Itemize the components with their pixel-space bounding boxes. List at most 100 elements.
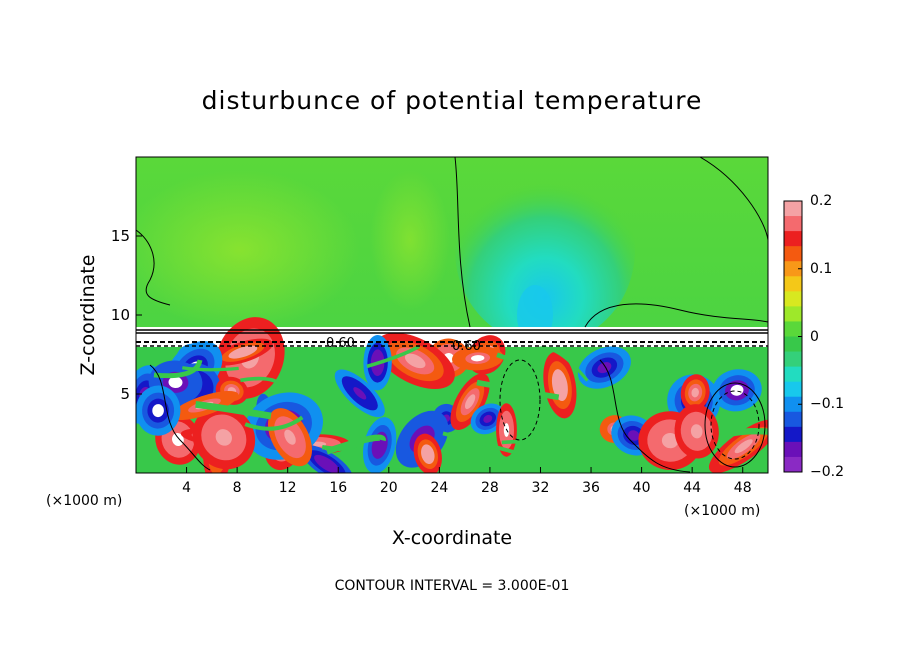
neutral-streak — [366, 344, 420, 369]
neutral-streak — [501, 439, 569, 452]
upper-warm-anomaly — [370, 170, 450, 310]
colorbar-tick-label: 0.2 — [810, 193, 833, 209]
y-axis-label: Z-coordinate — [77, 254, 99, 376]
x-tick-label: 12 — [278, 480, 297, 496]
colorbar-swatch — [784, 291, 802, 307]
neutral-streak — [195, 401, 272, 420]
eddy — [413, 433, 442, 473]
colorbar-swatch — [784, 366, 802, 383]
neutral-streak — [442, 431, 532, 459]
eddy-band — [319, 459, 334, 469]
eddy-band — [628, 430, 640, 441]
eddy — [334, 369, 385, 418]
colorbar-tick-label: 0 — [810, 328, 819, 345]
axis-ticks — [136, 235, 744, 473]
x-tick-label: 4 — [182, 480, 192, 496]
eddy-band — [661, 432, 679, 449]
x-tick-label: 16 — [329, 480, 348, 496]
colorbar — [784, 200, 802, 473]
eddy-band — [353, 387, 367, 400]
x-axis-label: X-coordinate — [391, 527, 513, 549]
x-tick-label: 28 — [480, 480, 499, 496]
contour-line — [136, 229, 171, 306]
eddy — [300, 444, 353, 473]
eddy — [680, 374, 710, 411]
x-unit-label-right: (×1000 m) — [684, 503, 761, 519]
colorbar-swatch — [784, 306, 802, 322]
eddy — [577, 346, 631, 389]
colorbar-tick-label: 0.1 — [810, 260, 833, 277]
neutral-streak — [730, 428, 768, 437]
eddy-band — [404, 353, 426, 369]
eddy-band — [555, 376, 565, 394]
contour-line — [136, 329, 768, 334]
contour-line — [710, 390, 760, 460]
contour-line — [499, 359, 541, 441]
colorbar-swatch — [784, 381, 802, 398]
x-tick-label: 40 — [632, 480, 651, 496]
contour-line — [599, 359, 691, 473]
eddy — [136, 385, 181, 436]
contour-line — [149, 364, 211, 471]
neutral-streak — [240, 376, 288, 393]
eddy-band — [215, 429, 232, 446]
eddy-band — [734, 439, 753, 454]
neutral-streak — [325, 434, 386, 455]
y-tick-label: 15 — [110, 227, 130, 245]
colorbar-swatch — [784, 261, 802, 277]
y-tick-label: 10 — [110, 306, 130, 324]
eddy — [192, 405, 256, 470]
eddy-band — [168, 376, 183, 389]
x-tick-label: 20 — [379, 480, 398, 496]
field-layer — [136, 157, 768, 473]
contour-interval-note: CONTOUR INTERVAL = 3.000E-01 — [334, 578, 570, 594]
x-tick-label: 24 — [430, 480, 449, 496]
eddy — [450, 373, 490, 430]
neutral-streak — [244, 415, 304, 431]
chart-title: disturbunce of potential temperature — [201, 86, 703, 115]
x-tick-label: 44 — [683, 480, 702, 496]
x-tick-label: 48 — [733, 480, 752, 496]
eddy-band — [597, 362, 612, 374]
colorbar-swatch — [784, 336, 802, 353]
contour-label: 0.60 — [326, 336, 355, 351]
colorbar-swatch — [784, 276, 802, 292]
eddy-band — [235, 348, 251, 356]
colorbar-swatch — [784, 426, 802, 443]
upper-cool-anomaly — [455, 157, 635, 345]
colorbar-swatch — [784, 456, 802, 473]
colorbar-swatch — [784, 396, 802, 413]
eddy-band — [483, 414, 493, 423]
neutral-streak — [476, 379, 560, 401]
contour-line — [454, 157, 471, 328]
eddy-band — [690, 424, 703, 439]
eddy-band — [152, 404, 164, 418]
neutral-streak — [531, 346, 589, 382]
x-tick-label: 8 — [232, 480, 242, 496]
contour-layer — [136, 157, 768, 473]
contour-line — [699, 157, 768, 241]
upper-warm-anomaly — [136, 170, 360, 330]
colorbar-swatch — [784, 411, 802, 428]
eddy — [712, 369, 762, 412]
colorbar-frame — [783, 200, 803, 473]
x-tick-label: 32 — [531, 480, 550, 496]
eddy-band — [471, 355, 485, 362]
contour-line — [584, 303, 768, 328]
eddy-layer — [136, 317, 768, 473]
eddy-band — [730, 384, 744, 396]
colorbar-swatch — [784, 246, 802, 262]
colorbar-tick-label: −0.1 — [810, 396, 844, 413]
contour-label: 0.60 — [452, 339, 481, 354]
colorbar-swatch — [784, 351, 802, 368]
contour-line — [704, 382, 766, 468]
eddy-band — [375, 437, 385, 453]
eddy-band — [284, 429, 296, 445]
eddy-band — [691, 387, 699, 398]
colorbar-swatch — [784, 231, 802, 247]
x-unit-label-left: (×1000 m) — [46, 493, 123, 509]
neutral-streak — [496, 352, 546, 367]
y-tick-label: 5 — [120, 385, 130, 403]
eddy — [452, 346, 504, 371]
neutral-streak — [153, 359, 203, 379]
